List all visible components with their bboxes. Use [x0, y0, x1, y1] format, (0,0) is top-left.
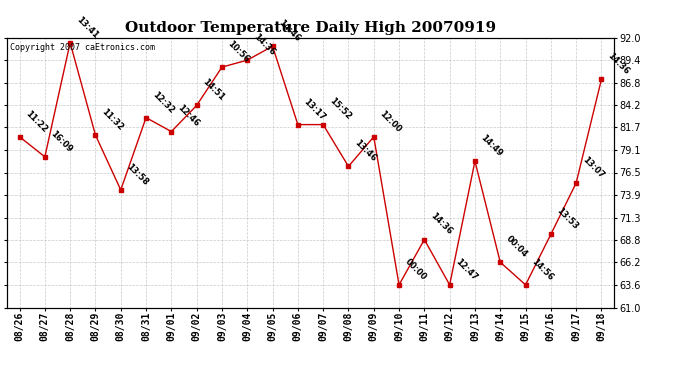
Text: 00:04: 00:04	[504, 234, 529, 260]
Text: 14:49: 14:49	[479, 133, 504, 158]
Text: 12:47: 12:47	[454, 257, 479, 282]
Text: 13:17: 13:17	[302, 97, 327, 122]
Text: 14:46: 14:46	[277, 18, 302, 44]
Text: Copyright 2007 caEtronics.com: Copyright 2007 caEtronics.com	[10, 43, 155, 52]
Text: 12:00: 12:00	[378, 109, 403, 134]
Text: 13:46: 13:46	[353, 138, 378, 164]
Text: 13:07: 13:07	[580, 155, 605, 180]
Text: 14:51: 14:51	[201, 77, 226, 103]
Text: 13:58: 13:58	[125, 162, 150, 187]
Text: 14:56: 14:56	[530, 257, 555, 282]
Text: 13:41: 13:41	[75, 15, 99, 40]
Text: 13:53: 13:53	[555, 206, 580, 231]
Text: 11:32: 11:32	[99, 107, 125, 132]
Text: 10:56: 10:56	[226, 39, 251, 64]
Text: 16:09: 16:09	[49, 129, 75, 154]
Text: 15:52: 15:52	[327, 96, 353, 122]
Text: 00:00: 00:00	[403, 257, 428, 282]
Text: 12:32: 12:32	[150, 90, 175, 115]
Text: 14:36: 14:36	[428, 211, 454, 237]
Text: 14:36: 14:36	[606, 51, 631, 76]
Text: 14:36: 14:36	[251, 32, 277, 57]
Title: Outdoor Temperature Daily High 20070919: Outdoor Temperature Daily High 20070919	[125, 21, 496, 35]
Text: 11:22: 11:22	[23, 109, 49, 134]
Text: 12:46: 12:46	[175, 104, 201, 129]
